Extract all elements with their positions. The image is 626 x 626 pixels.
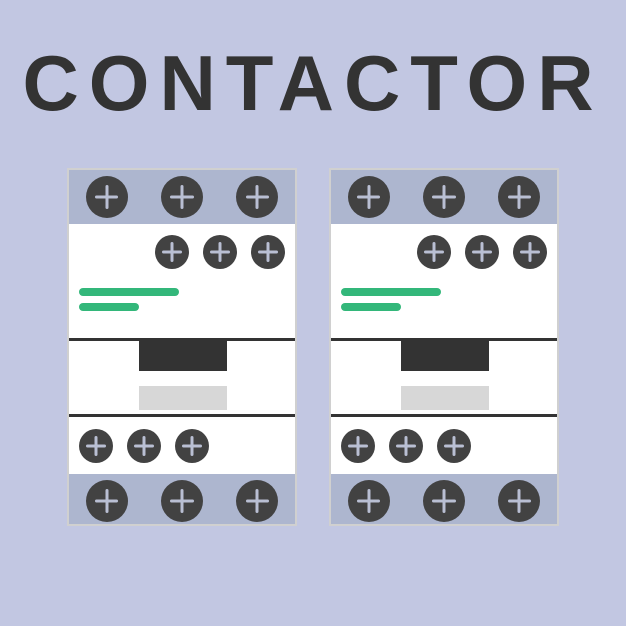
screw-terminal-icon [348, 480, 390, 522]
terminal-strip-top [331, 170, 557, 224]
aux-terminal-strip-top [331, 230, 557, 274]
label-stripe-1 [79, 288, 179, 296]
aux-terminal-strip-bottom [331, 424, 557, 468]
screw-terminal-icon [498, 480, 540, 522]
label-stripe-1 [341, 288, 441, 296]
contactor-stage [67, 168, 559, 526]
screw-aux-icon [437, 429, 471, 463]
terminal-strip-bottom [69, 474, 295, 526]
actuator-block [401, 341, 489, 371]
screw-terminal-icon [161, 480, 203, 522]
screw-aux-icon [341, 429, 375, 463]
screw-aux-icon [203, 235, 237, 269]
screw-terminal-icon [423, 176, 465, 218]
screw-aux-icon [465, 235, 499, 269]
label-stripe-2 [341, 303, 401, 311]
screw-terminal-icon [236, 176, 278, 218]
label-stripe-2 [79, 303, 139, 311]
screw-terminal-icon [86, 176, 128, 218]
terminal-strip-bottom [331, 474, 557, 526]
screw-aux-icon [251, 235, 285, 269]
contactor-unit-left [67, 168, 297, 526]
terminal-strip-top [69, 170, 295, 224]
screw-aux-icon [417, 235, 451, 269]
divider-bottom [331, 414, 557, 417]
screw-aux-icon [155, 235, 189, 269]
screw-aux-icon [389, 429, 423, 463]
actuator-block [139, 341, 227, 371]
screw-aux-icon [513, 235, 547, 269]
screw-terminal-icon [236, 480, 278, 522]
actuator-window [139, 386, 227, 410]
aux-terminal-strip-bottom [69, 424, 295, 468]
screw-aux-icon [127, 429, 161, 463]
screw-terminal-icon [161, 176, 203, 218]
screw-terminal-icon [423, 480, 465, 522]
screw-aux-icon [79, 429, 113, 463]
screw-terminal-icon [498, 176, 540, 218]
divider-bottom [69, 414, 295, 417]
contactor-unit-right [329, 168, 559, 526]
aux-terminal-strip-top [69, 230, 295, 274]
screw-terminal-icon [86, 480, 128, 522]
screw-aux-icon [175, 429, 209, 463]
actuator-window [401, 386, 489, 410]
page-title: CONTACTOR [22, 38, 603, 129]
screw-terminal-icon [348, 176, 390, 218]
